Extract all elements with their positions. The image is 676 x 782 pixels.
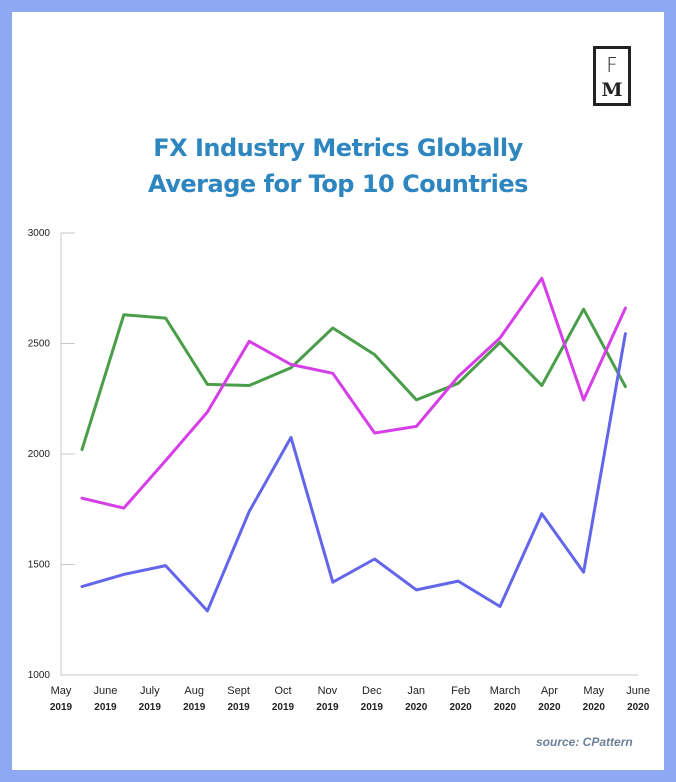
- x-ticks: May 2019 June 2019 July 2019 Aug 2019 Sept 2019 Oc…: [50, 685, 650, 713]
- y-tick-label: 1500: [28, 560, 51, 571]
- series-lines: [80, 276, 627, 613]
- series-line-2: [80, 276, 627, 510]
- x-tick-label-year: 2019: [50, 702, 73, 713]
- logo-letter-m: M: [601, 79, 623, 101]
- x-tick-label-month: Sept: [227, 685, 250, 697]
- series-line-1: [80, 307, 627, 452]
- x-tick-label-year: 2020: [405, 702, 428, 713]
- x-tick-label-year: 2019: [139, 702, 162, 713]
- x-tick-label-month: Jan: [407, 685, 425, 697]
- x-tick-label-year: 2020: [449, 702, 472, 713]
- x-tick-label-year: 2019: [183, 702, 206, 713]
- x-tick-label-month: Nov: [318, 685, 338, 697]
- x-tick-label-month: Apr: [541, 685, 558, 697]
- x-tick-label-year: 2019: [316, 702, 339, 713]
- chart-title-line-1: FX Industry Metrics Globally: [153, 134, 523, 162]
- y-tick-label: 3000: [28, 228, 51, 239]
- x-tick-label-year: 2019: [94, 702, 117, 713]
- fm-logo: F M: [593, 46, 631, 106]
- x-tick-label-year: 2019: [361, 702, 384, 713]
- x-tick-label-year: 2020: [538, 702, 561, 713]
- logo-letter-f: F: [606, 53, 618, 77]
- x-tick-label-year: 2020: [583, 702, 606, 713]
- x-tick-label-month: July: [140, 685, 160, 697]
- x-tick-label-month: Dec: [362, 685, 382, 697]
- x-tick-label-year: 2020: [494, 702, 517, 713]
- y-tick-label: 2000: [28, 449, 51, 460]
- y-tick-label: 1000: [28, 670, 51, 681]
- series-line-3: [80, 332, 627, 613]
- y-tick-label: 2500: [28, 339, 51, 350]
- x-tick-label-month: May: [583, 685, 604, 697]
- x-tick-label-month: March: [490, 685, 521, 697]
- x-tick-label-month: June: [626, 685, 650, 697]
- chart-title-line-2: Average for Top 10 Countries: [148, 170, 528, 198]
- x-tick-label-month: Oct: [274, 685, 291, 697]
- x-tick-label-year: 2019: [272, 702, 295, 713]
- x-tick-label-month: Feb: [451, 685, 470, 697]
- x-tick-label-year: 2019: [227, 702, 250, 713]
- x-tick-label-year: 2020: [627, 702, 650, 713]
- x-tick-label-month: Aug: [184, 685, 204, 697]
- x-tick-label-month: June: [93, 685, 117, 697]
- source-note: source: CPattern: [536, 735, 633, 749]
- y-ticks: 1000 1500 2000 2500 3000: [28, 228, 75, 681]
- x-tick-label-month: May: [51, 685, 72, 697]
